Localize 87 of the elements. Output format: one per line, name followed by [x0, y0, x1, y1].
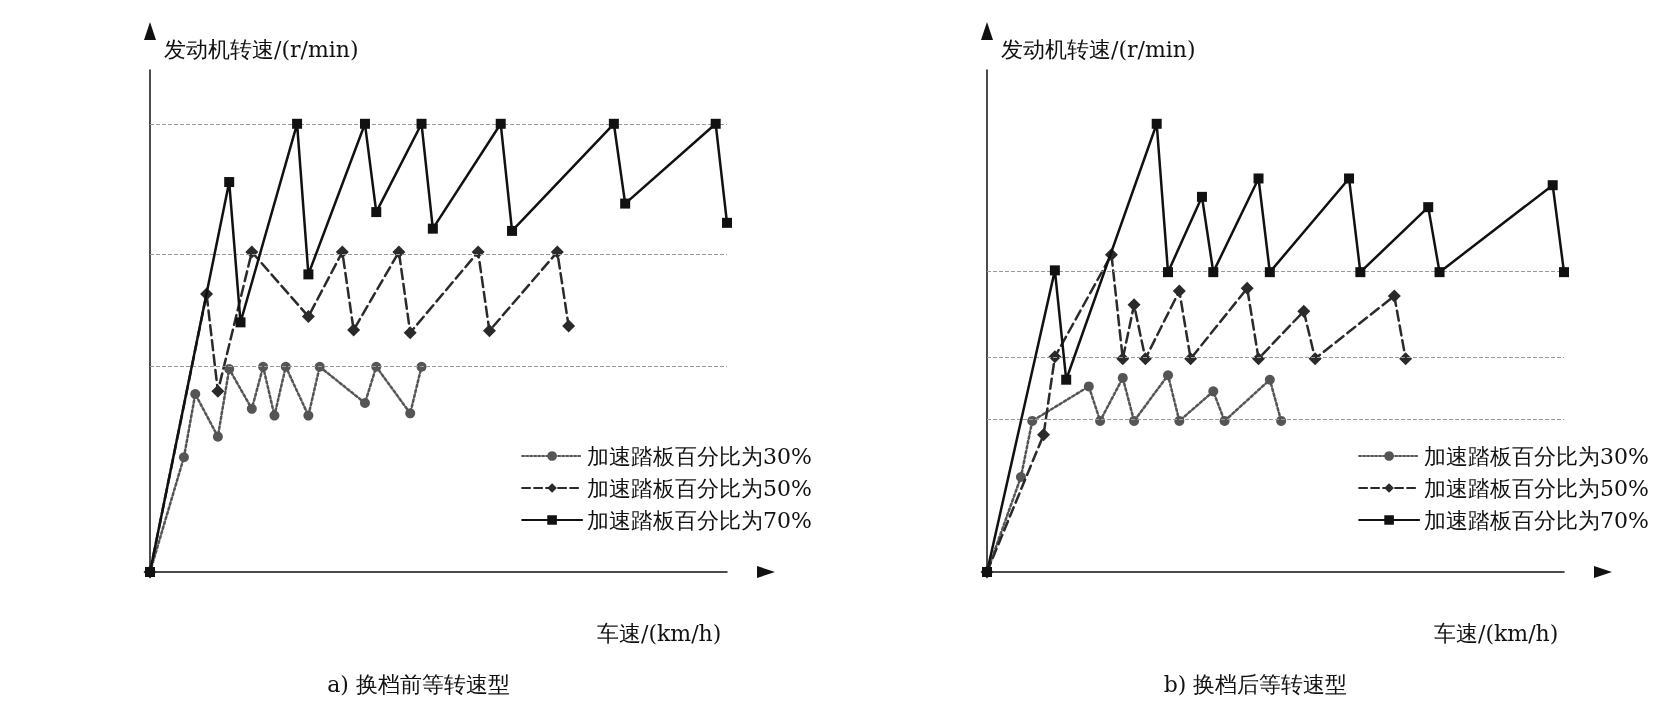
text: b) 换档后等转速型	[1163, 671, 1348, 697]
point	[1344, 173, 1355, 184]
y-axis-title: 发动机转速/(r/min)	[1001, 36, 1196, 62]
point	[371, 207, 382, 218]
point	[1208, 386, 1219, 397]
legend-label: 加速踏板百分比为50%	[587, 475, 813, 501]
point	[1049, 265, 1060, 276]
point	[495, 118, 506, 129]
point	[1196, 191, 1207, 202]
legend-label: 加速踏板百分比为30%	[587, 443, 813, 469]
point	[1127, 298, 1141, 312]
point	[190, 389, 201, 400]
point	[1276, 415, 1287, 426]
point	[416, 118, 427, 129]
point	[359, 398, 370, 409]
point	[211, 384, 225, 398]
point	[303, 410, 314, 421]
point	[620, 198, 631, 209]
point	[1547, 180, 1558, 191]
legend-label: 加速踏板百分比为70%	[587, 507, 813, 533]
point	[1264, 374, 1275, 385]
point	[562, 319, 576, 333]
point	[722, 217, 732, 228]
y-axis-title: 发动机转速/(r/min)	[164, 36, 359, 62]
legend-label: 加速踏板百分比为70%	[1424, 507, 1650, 533]
point	[1252, 352, 1266, 366]
point	[371, 361, 382, 372]
point	[1399, 352, 1413, 366]
point	[608, 118, 619, 129]
point	[347, 323, 361, 337]
point	[405, 408, 416, 419]
point	[427, 223, 438, 234]
point	[482, 324, 496, 338]
point	[550, 245, 564, 259]
point	[224, 177, 235, 188]
point	[710, 118, 721, 129]
legend-label: 加速踏板百分比为50%	[1424, 475, 1650, 501]
point	[1297, 304, 1311, 318]
point	[1240, 281, 1254, 295]
point	[235, 317, 246, 328]
x-axis-title: 车速/(km/h)	[597, 620, 722, 646]
point	[1559, 267, 1569, 278]
point	[1163, 370, 1174, 381]
point	[1163, 267, 1174, 278]
point	[1423, 202, 1434, 213]
point	[1434, 267, 1445, 278]
point	[314, 361, 325, 372]
point	[224, 363, 235, 374]
point	[1253, 173, 1264, 184]
point	[1264, 267, 1275, 278]
point	[1037, 428, 1051, 442]
point	[212, 431, 223, 442]
point	[1117, 372, 1128, 383]
point	[178, 452, 189, 463]
point	[1151, 118, 1162, 129]
point	[269, 410, 280, 421]
point	[1208, 267, 1219, 278]
text: a) 换档前等转速型	[327, 671, 510, 697]
point	[403, 326, 417, 340]
point	[1027, 415, 1038, 426]
point	[471, 245, 485, 259]
point	[416, 361, 427, 372]
point	[1061, 374, 1072, 385]
point	[1083, 381, 1094, 392]
point	[1219, 415, 1230, 426]
point	[301, 310, 315, 324]
point	[246, 403, 257, 414]
point	[1116, 352, 1130, 366]
point	[292, 118, 303, 129]
point	[1174, 415, 1185, 426]
point	[359, 118, 370, 129]
point	[1184, 352, 1198, 366]
point	[507, 225, 518, 236]
point	[392, 245, 406, 259]
x-axis-title: 车速/(km/h)	[1434, 620, 1559, 646]
point	[1015, 471, 1026, 482]
legend-label: 加速踏板百分比为30%	[1424, 443, 1650, 469]
point	[280, 361, 291, 372]
point	[1172, 284, 1186, 298]
point	[1138, 352, 1152, 366]
point	[1355, 267, 1366, 278]
point	[245, 245, 259, 259]
point	[1387, 289, 1401, 303]
point	[1129, 415, 1140, 426]
point	[303, 269, 314, 280]
point	[335, 245, 349, 259]
point	[1308, 352, 1322, 366]
